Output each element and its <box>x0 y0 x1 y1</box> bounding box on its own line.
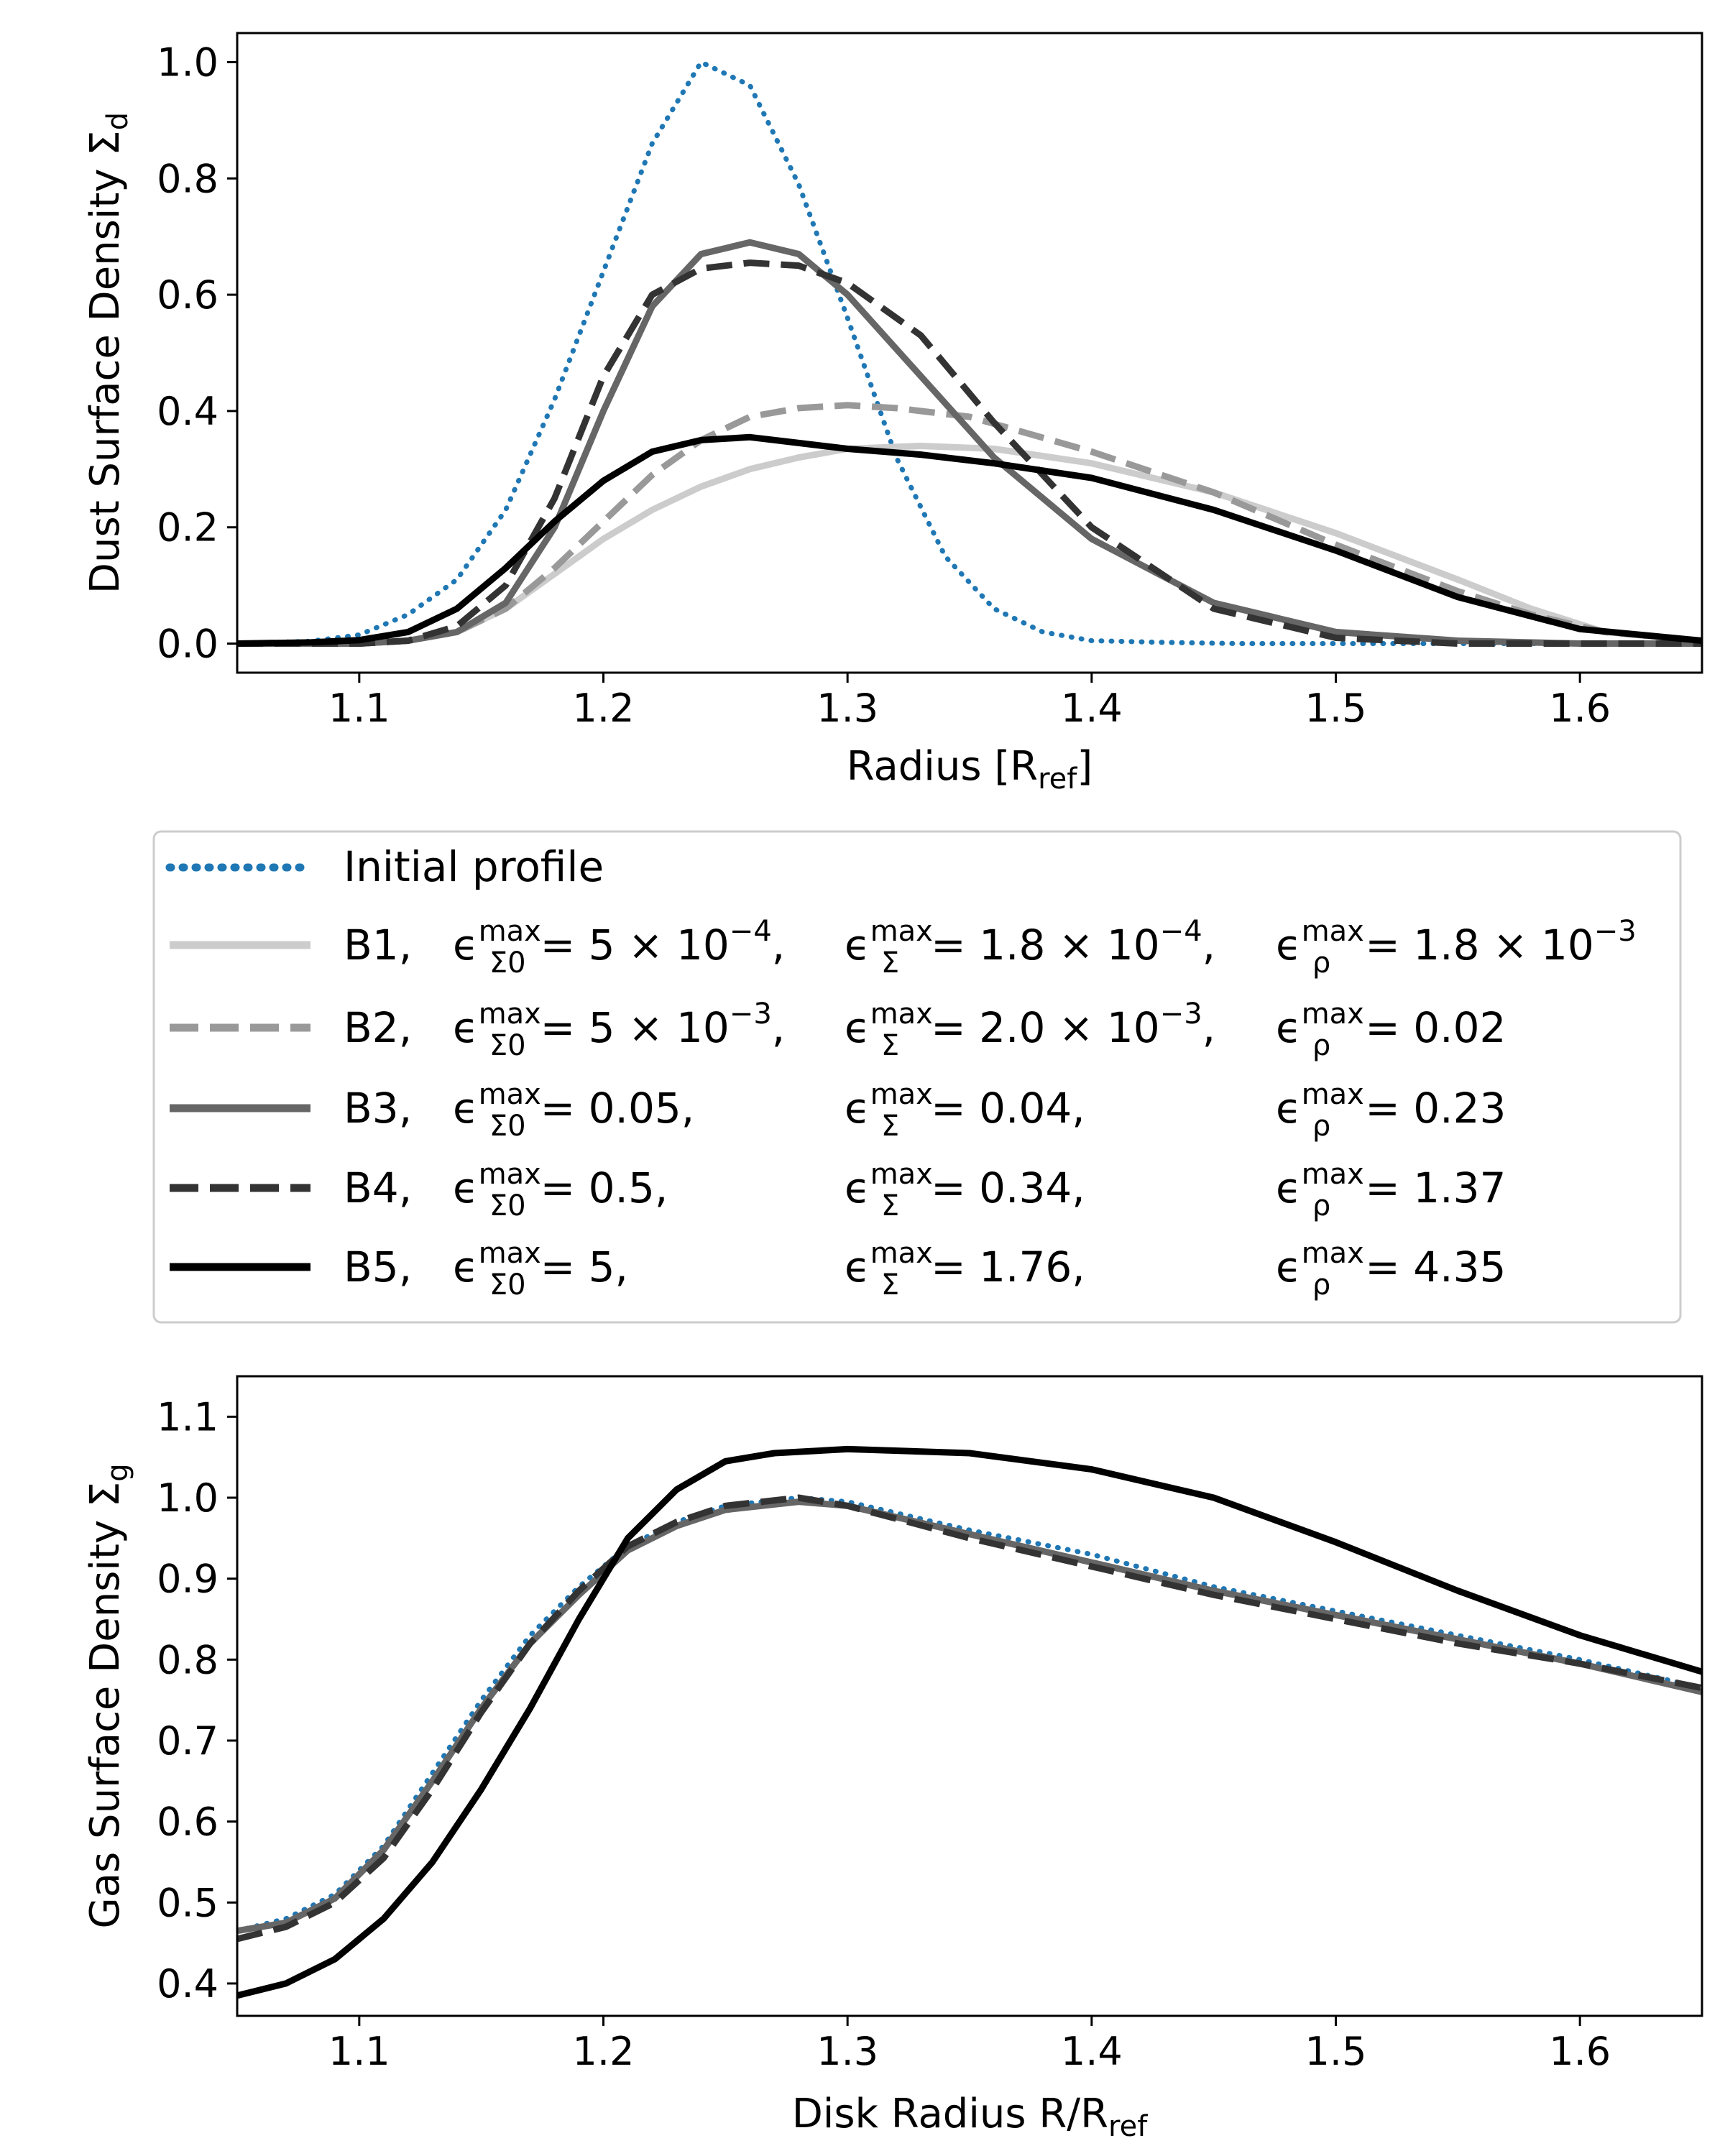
gas-y-tick-label: 0.4 <box>157 1961 218 2007</box>
dust-y-tick-label: 0.4 <box>157 389 218 434</box>
gas-y-tick-label: 1.1 <box>157 1394 218 1439</box>
legend-eps1-b4: ϵmax Σ0 = 0.5, <box>453 1158 668 1222</box>
gas-ticks: 1.1 1.2 1.3 1.4 1.5 1.6 0.4 0.5 0.6 0.7 0.8 0.9 1.0 1… <box>157 1394 1611 2074</box>
legend-label-b5: B5, <box>344 1243 412 1291</box>
legend-entry-b3: B3, ϵmax Σ0 = 0.05, ϵmax Σ = 0.04, ϵmax ρ = 0.… <box>170 1078 1506 1143</box>
legend-eps1-b2: ϵmax Σ0 = 5 × 10−3, <box>453 998 785 1062</box>
gas-y-tick-label: 0.6 <box>157 1800 218 1845</box>
legend-entry-b5: B5, ϵmax Σ0 = 5, ϵmax Σ = 1.76, ϵmax ρ = 4.35 <box>170 1237 1506 1302</box>
gas-x-tick-label: 1.6 <box>1549 2029 1611 2074</box>
gas-series-b4 <box>237 1494 1702 1943</box>
gas-y-tick-label: 1.0 <box>157 1475 218 1521</box>
legend-eps2-b4: ϵmax Σ = 0.34, <box>845 1158 1085 1222</box>
dust-x-tick-label: 1.4 <box>1061 686 1123 731</box>
legend-eps1-b5: ϵmax Σ0 = 5, <box>453 1237 628 1302</box>
dust-y-tick-label: 0.2 <box>157 505 218 550</box>
legend-eps1-b1: ϵmax Σ0 = 5 × 10−4, <box>453 915 785 980</box>
legend-box <box>152 830 1682 1324</box>
legend-eps2-b1: ϵmax Σ = 1.8 × 10−4, <box>845 915 1215 980</box>
legend-eps3-b1: ϵmax ρ = 1.8 × 10−3 <box>1276 915 1637 980</box>
gas-y-tick-label: 0.8 <box>157 1637 218 1682</box>
gas-plot-lines <box>237 1445 1702 1999</box>
legend-entry-b1: B1, ϵmax Σ0 = 5 × 10−4, ϵmax Σ = 1.8 × 10−4,… <box>170 915 1637 980</box>
gas-x-tick-label: 1.5 <box>1305 2029 1367 2074</box>
dust-ticks: 1.1 1.2 1.3 1.4 1.5 1.6 0.0 0.2 0.4 0.6 0.8 1.0 <box>157 40 1611 731</box>
dust-series-b1 <box>237 443 1702 647</box>
dust-panel: 1.1 1.2 1.3 1.4 1.5 1.6 0.0 0.2 0.4 0.6 0.8 1.0 Rad… <box>82 32 1703 796</box>
legend-label-initial: Initial profile <box>344 842 604 891</box>
gas-series-initial-profile <box>237 1495 1702 1934</box>
legend-eps3-b4: ϵmax ρ = 1.37 <box>1276 1158 1506 1222</box>
legend-label-b1: B1, <box>344 921 412 969</box>
dust-x-tick-label: 1.6 <box>1549 686 1611 731</box>
dust-series-b4 <box>237 259 1702 647</box>
legend-eps2-b3: ϵmax Σ = 0.04, <box>845 1078 1085 1143</box>
legend-entry-b2: B2, ϵmax Σ0 = 5 × 10−3, ϵmax Σ = 2.0 × 10−3,… <box>170 998 1506 1062</box>
dust-plot-lines <box>237 60 1702 647</box>
legend-label-b2: B2, <box>344 1003 412 1052</box>
legend-eps2-b2: ϵmax Σ = 2.0 × 10−3, <box>845 998 1215 1062</box>
dust-y-tick-label: 0.6 <box>157 272 218 318</box>
gas-axes-frame <box>236 1375 1703 2017</box>
legend-eps1-b3: ϵmax Σ0 = 0.05, <box>453 1078 694 1143</box>
dust-y-tick-label: 1.0 <box>157 40 218 85</box>
dust-series-initial-profile <box>237 60 1702 646</box>
dust-y-tick-label: 0.0 <box>157 622 218 667</box>
gas-y-tick-label: 0.7 <box>157 1718 218 1764</box>
gas-x-tick-label: 1.3 <box>816 2029 878 2074</box>
legend-label-b4: B4, <box>344 1164 412 1212</box>
gas-y-axis-label: Gas Surface Density Σg <box>82 1463 134 1928</box>
dust-y-axis-label: Dust Surface Density Σd <box>82 112 134 594</box>
dust-x-tick-label: 1.5 <box>1305 686 1367 731</box>
legend: Initial profile B1, ϵmax Σ0 = 5 × 10−4, ϵm… <box>152 830 1682 1324</box>
legend-entry-initial: Initial profile <box>165 842 604 891</box>
dust-series-b3 <box>237 239 1702 647</box>
dust-axes-frame <box>236 32 1703 674</box>
legend-eps2-b5: ϵmax Σ = 1.76, <box>845 1237 1085 1302</box>
gas-panel: 1.1 1.2 1.3 1.4 1.5 1.6 0.4 0.5 0.6 0.7 0.8 0.9 1.0 1… <box>82 1375 1703 2143</box>
legend-eps3-b3: ϵmax ρ = 0.23 <box>1276 1078 1506 1143</box>
gas-y-tick-label: 0.9 <box>157 1557 218 1602</box>
gas-y-tick-label: 0.5 <box>157 1880 218 1925</box>
gas-x-tick-label: 1.2 <box>573 2029 635 2074</box>
dust-x-tick-label: 1.1 <box>328 686 390 731</box>
gas-x-axis-label: Disk Radius R/Rref <box>792 2091 1149 2143</box>
legend-label-b3: B3, <box>344 1084 412 1133</box>
legend-eps3-b2: ϵmax ρ = 0.02 <box>1276 998 1506 1062</box>
dust-y-tick-label: 0.8 <box>157 156 218 201</box>
gas-x-tick-label: 1.1 <box>328 2029 390 2074</box>
dust-series-b5 <box>237 433 1702 647</box>
gas-series-b5 <box>237 1445 1702 1999</box>
legend-entry-b4: B4, ϵmax Σ0 = 0.5, ϵmax Σ = 0.34, ϵmax ρ = 1.3… <box>170 1158 1506 1222</box>
gas-x-tick-label: 1.4 <box>1061 2029 1123 2074</box>
gas-series-b3 <box>237 1498 1702 1935</box>
dust-x-tick-label: 1.3 <box>816 686 878 731</box>
dust-x-axis-label: Radius [Rref] <box>847 743 1092 796</box>
legend-eps3-b5: ϵmax ρ = 4.35 <box>1276 1237 1506 1302</box>
dust-x-tick-label: 1.2 <box>573 686 635 731</box>
